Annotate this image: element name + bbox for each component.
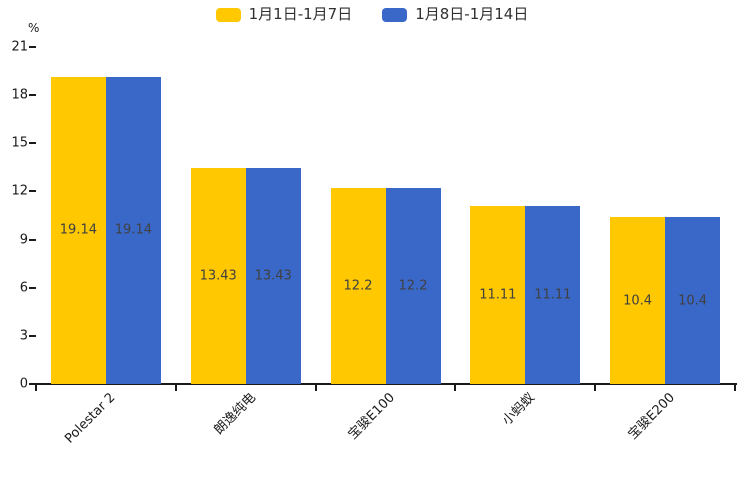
x-axis-category-label: 朗逸纯电 <box>211 390 259 438</box>
x-axis-tick-mark <box>594 384 597 391</box>
bar-week1: 10.4 <box>610 217 666 384</box>
bar-value-label: 13.43 <box>199 268 237 284</box>
bar-value-label: 12.2 <box>343 278 373 294</box>
legend-label-week2: 1月8日-1月14日 <box>415 5 529 23</box>
bar-week2: 19.14 <box>105 76 161 384</box>
y-axis-tick-label: 12 <box>11 183 28 199</box>
legend-swatch-week1-icon <box>215 7 241 22</box>
y-axis-tick-label: 15 <box>11 135 28 151</box>
y-axis-tick-mark <box>29 46 36 48</box>
x-axis-tick-mark <box>454 384 457 391</box>
legend: 1月1日-1月7日 1月8日-1月14日 <box>0 7 744 22</box>
y-axis-tick-mark <box>29 94 36 97</box>
x-axis-category-label: 宝骏E100 <box>346 390 399 443</box>
x-axis-tick-mark <box>35 384 37 391</box>
y-axis-tick-label: 18 <box>11 87 28 103</box>
y-axis-tick-label: 3 <box>19 328 28 344</box>
bar-value-label: 13.43 <box>254 268 292 284</box>
bar-week1: 19.14 <box>50 76 106 384</box>
y-axis-tick-label: 0 <box>19 376 28 392</box>
bar-value-label: 11.11 <box>479 287 517 303</box>
bar-week2: 12.2 <box>385 188 441 384</box>
y-axis-tick-mark <box>29 334 36 337</box>
bar-week1: 13.43 <box>190 168 246 384</box>
y-axis-tick-mark <box>29 142 36 145</box>
y-axis-unit-label: % <box>28 21 40 35</box>
y-axis-tick-mark <box>29 383 36 385</box>
legend-label-week1: 1月1日-1月7日 <box>248 5 353 23</box>
bar-week1: 12.2 <box>330 188 386 384</box>
bar-value-label: 19.14 <box>59 222 97 238</box>
y-axis-tick-mark <box>29 286 36 289</box>
legend-item-week1: 1月1日-1月7日 <box>215 5 353 23</box>
bar-week2: 13.43 <box>245 168 301 384</box>
bar-week1: 11.11 <box>470 205 526 384</box>
y-axis-tick-mark <box>29 238 36 241</box>
x-axis-category-label: 小蚂蚁 <box>500 390 539 429</box>
y-axis-tick-label: 9 <box>19 232 28 248</box>
bar-value-label: 10.4 <box>678 293 708 309</box>
legend-item-week2: 1月8日-1月14日 <box>382 7 528 22</box>
bar-value-label: 10.4 <box>623 293 653 309</box>
y-axis-tick-label: 6 <box>19 280 28 296</box>
x-axis-category-label: Polestar 2 <box>62 390 119 447</box>
bar-value-label: 11.11 <box>534 287 572 303</box>
bar-value-label: 19.14 <box>114 222 152 238</box>
legend-swatch-week2-icon <box>382 7 408 22</box>
x-axis-tick-mark <box>734 384 736 391</box>
bar-week2: 10.4 <box>665 217 721 384</box>
y-axis-tick-mark <box>29 190 36 193</box>
bar-week2: 11.11 <box>525 205 581 384</box>
x-axis-category-label: 宝骏E200 <box>625 390 679 443</box>
x-axis-tick-mark <box>174 384 177 391</box>
x-axis-tick-mark <box>314 384 317 391</box>
y-axis-tick-label: 21 <box>11 39 28 55</box>
x-axis-line <box>36 383 737 385</box>
bar-value-label: 12.2 <box>398 278 428 294</box>
